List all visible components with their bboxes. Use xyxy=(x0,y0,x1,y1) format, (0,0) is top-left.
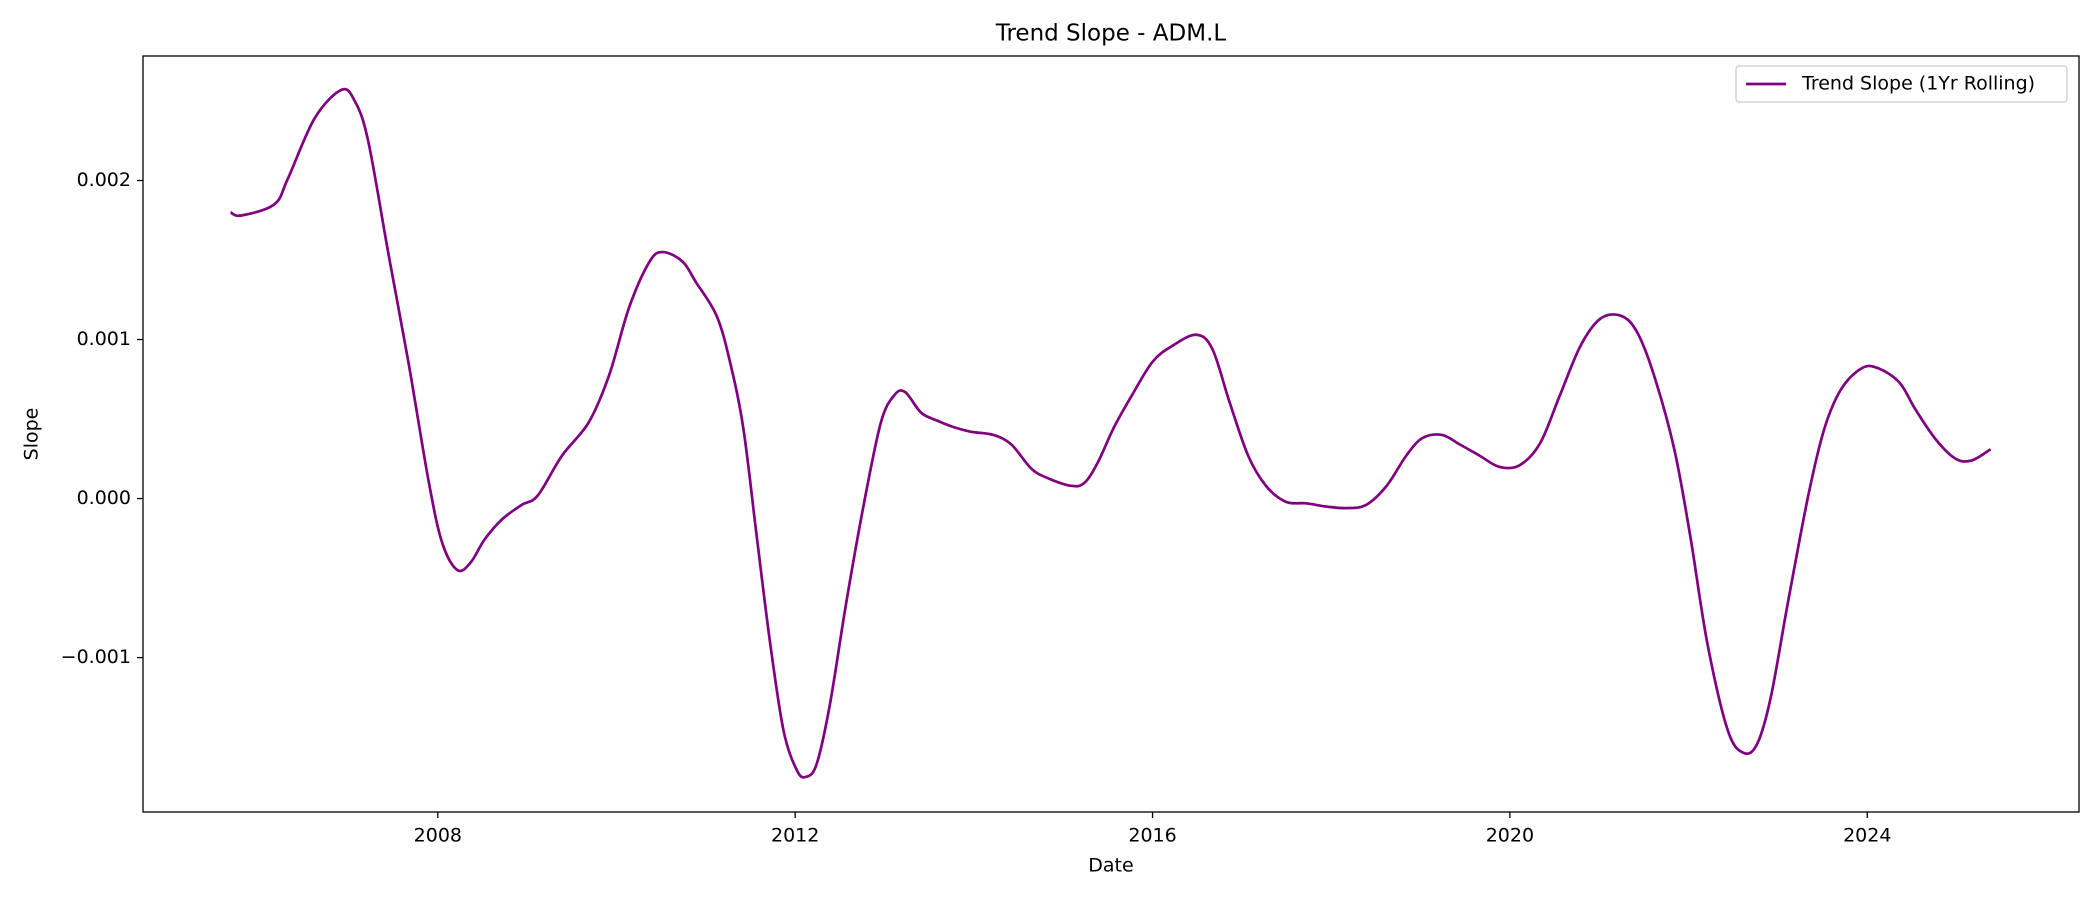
series-line xyxy=(229,87,1992,779)
plot-frame xyxy=(142,55,2080,813)
y-tick-label: 0.001 xyxy=(77,328,131,350)
x-tick-label: 2024 xyxy=(1843,825,1891,847)
y-tick-label: −0.001 xyxy=(61,646,131,668)
x-axis-label: Date xyxy=(1088,855,1133,877)
chart-title: Trend Slope - ADM.L xyxy=(995,21,1227,47)
y-tick-label: 0.000 xyxy=(77,487,131,509)
x-tick-label: 2016 xyxy=(1128,825,1176,847)
x-tick-label: 2008 xyxy=(414,825,462,847)
y-tick-label: 0.002 xyxy=(77,169,131,191)
x-tick-label: 2012 xyxy=(771,825,819,847)
x-tick-label: 2020 xyxy=(1486,825,1534,847)
y-axis-label: Slope xyxy=(21,408,43,461)
legend-label: Trend Slope (1Yr Rolling) xyxy=(1801,73,2035,95)
legend-box xyxy=(1735,65,2068,103)
